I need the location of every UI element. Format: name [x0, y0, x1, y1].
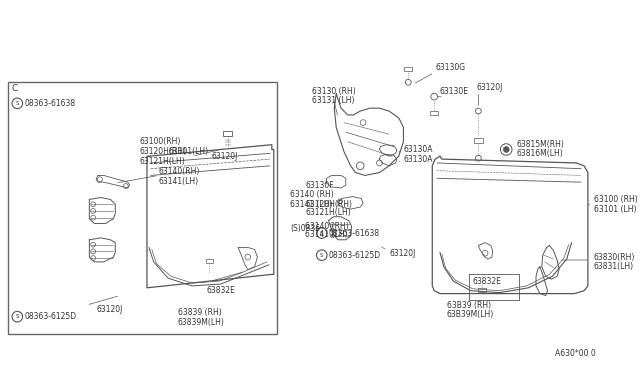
- Text: 63120J: 63120J: [96, 305, 122, 314]
- Text: 63830(RH): 63830(RH): [594, 253, 635, 262]
- Text: 63B39M(LH): 63B39M(LH): [447, 310, 494, 319]
- Text: S: S: [320, 231, 324, 235]
- Text: S: S: [15, 314, 19, 319]
- Text: 63130A: 63130A: [403, 155, 433, 164]
- Text: 63815M(RH): 63815M(RH): [517, 140, 564, 149]
- Text: 63831(LH): 63831(LH): [594, 262, 634, 271]
- Bar: [205, 259, 213, 263]
- Text: 63101(LH): 63101(LH): [168, 147, 208, 156]
- Text: 63120J: 63120J: [211, 152, 237, 161]
- Bar: [223, 131, 232, 136]
- Text: A630*00 0: A630*00 0: [555, 349, 596, 357]
- Text: 63141(LH): 63141(LH): [159, 177, 198, 186]
- Text: 08363-61638: 08363-61638: [328, 228, 380, 238]
- Text: 63131 (LH): 63131 (LH): [312, 96, 355, 105]
- Text: 63140(RH): 63140(RH): [159, 167, 200, 176]
- Text: 63140 (RH): 63140 (RH): [305, 222, 349, 231]
- Text: 08363-6125D: 08363-6125D: [24, 312, 76, 321]
- Bar: [474, 138, 483, 143]
- Text: 63101 (LH): 63101 (LH): [594, 205, 636, 214]
- Text: 63130 (RH): 63130 (RH): [312, 87, 356, 96]
- Text: C: C: [12, 84, 18, 93]
- Text: 63130A: 63130A: [403, 145, 433, 154]
- Bar: [404, 67, 412, 71]
- Text: 63832E: 63832E: [472, 277, 502, 286]
- Text: 63816M(LH): 63816M(LH): [517, 149, 564, 158]
- Text: 63130F: 63130F: [305, 180, 334, 190]
- Text: (S)0836: (S)0836: [290, 224, 320, 233]
- Circle shape: [503, 147, 509, 153]
- Bar: [8, 82, 276, 334]
- Bar: [430, 111, 438, 115]
- Text: 63130E: 63130E: [440, 87, 469, 96]
- Text: 63120H(RH): 63120H(RH): [305, 200, 353, 209]
- Text: S: S: [15, 101, 19, 106]
- Text: 63120J: 63120J: [389, 249, 415, 258]
- Text: 63100(RH): 63100(RH): [140, 137, 180, 146]
- Text: S: S: [320, 253, 324, 258]
- Text: 08363-6125D: 08363-6125D: [328, 251, 381, 260]
- Text: 63100 (RH): 63100 (RH): [594, 195, 637, 204]
- Text: 63120H(RH): 63120H(RH): [140, 147, 186, 156]
- Text: 63832E: 63832E: [207, 286, 236, 295]
- Text: 63141 (LH): 63141 (LH): [305, 231, 348, 240]
- Text: 63141 (LH): 63141 (LH): [290, 200, 333, 209]
- Text: 63140 (RH): 63140 (RH): [290, 190, 334, 199]
- Text: 63130G: 63130G: [435, 63, 465, 72]
- Text: 63839 (RH): 63839 (RH): [178, 308, 221, 317]
- Text: 63121H(LH): 63121H(LH): [140, 157, 185, 167]
- Bar: [478, 288, 486, 292]
- Text: 63120J: 63120J: [476, 83, 503, 92]
- Text: 63121H(LH): 63121H(LH): [305, 208, 351, 217]
- Text: 08363-61638: 08363-61638: [24, 99, 75, 108]
- Text: 63B39 (RH): 63B39 (RH): [447, 301, 491, 310]
- Text: 63839M(LH): 63839M(LH): [178, 318, 225, 327]
